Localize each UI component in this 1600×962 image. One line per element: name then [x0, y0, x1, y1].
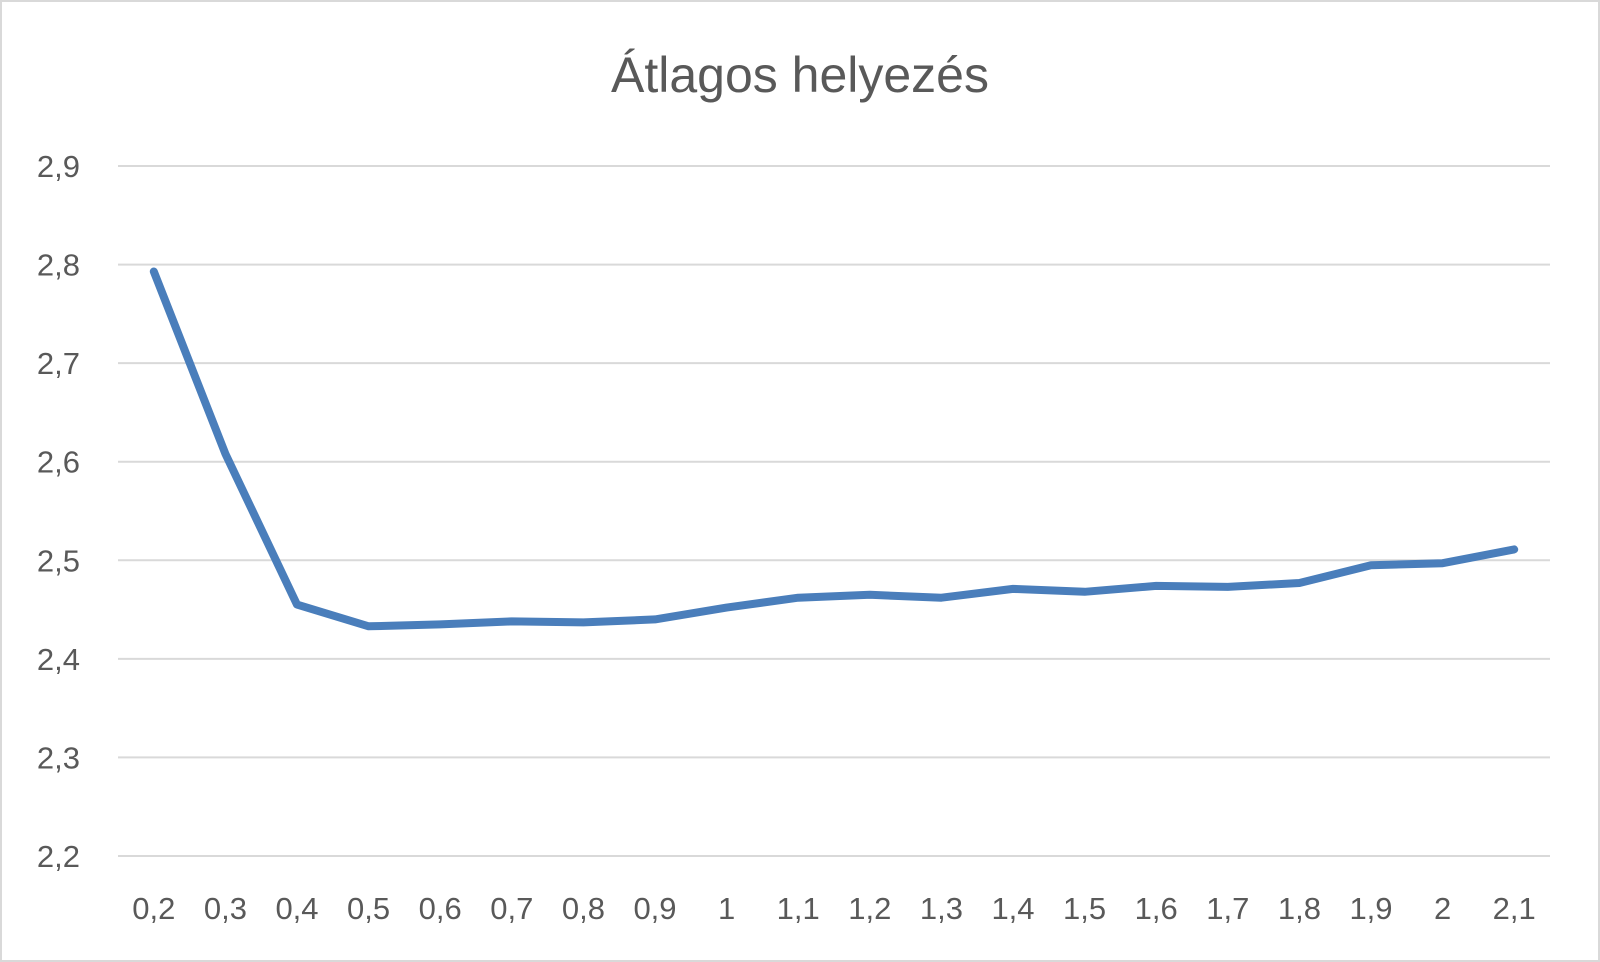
x-tick-label: 0,9 [633, 891, 676, 926]
x-tick-label: 1,3 [920, 891, 963, 926]
y-tick-label: 2,7 [37, 346, 80, 381]
x-tick-label: 0,6 [419, 891, 462, 926]
x-tick-label: 1,7 [1206, 891, 1249, 926]
y-axis-tick-labels: 2,2 2,3 2,4 2,5 2,6 2,7 2,8 2,9 [37, 149, 80, 874]
x-tick-label: 1,1 [777, 891, 820, 926]
x-tick-label: 0,3 [204, 891, 247, 926]
x-tick-label: 1,9 [1349, 891, 1392, 926]
x-tick-label: 0,2 [132, 891, 175, 926]
x-tick-label: 0,4 [275, 891, 318, 926]
y-tick-label: 2,3 [37, 740, 80, 775]
y-tick-label: 2,8 [37, 248, 80, 283]
gridlines [118, 165, 1550, 857]
y-tick-label: 2,5 [37, 543, 80, 578]
series-group [149, 267, 1519, 631]
y-tick-label: 2,2 [37, 839, 80, 874]
y-tick-label: 2,9 [37, 149, 80, 184]
chart-title: Átlagos helyezés [611, 47, 989, 103]
y-tick-label: 2,6 [37, 445, 80, 480]
series-line [149, 267, 1519, 631]
x-tick-label: 1 [718, 891, 735, 926]
x-tick-label: 1,6 [1135, 891, 1178, 926]
x-tick-label: 1,8 [1278, 891, 1321, 926]
x-tick-label: 1,5 [1063, 891, 1106, 926]
x-tick-label: 2,1 [1493, 891, 1536, 926]
x-tick-label: 1,4 [991, 891, 1034, 926]
x-tick-label: 0,8 [562, 891, 605, 926]
x-axis-tick-labels: 0,2 0,3 0,4 0,5 0,6 0,7 0,8 0,9 1 1,1 1,2 1,3 1,4 1,5… [132, 891, 1536, 926]
x-tick-label: 2 [1434, 891, 1451, 926]
y-tick-label: 2,4 [37, 642, 80, 677]
x-tick-label: 0,5 [347, 891, 390, 926]
x-tick-label: 0,7 [490, 891, 533, 926]
x-tick-label: 1,2 [848, 891, 891, 926]
